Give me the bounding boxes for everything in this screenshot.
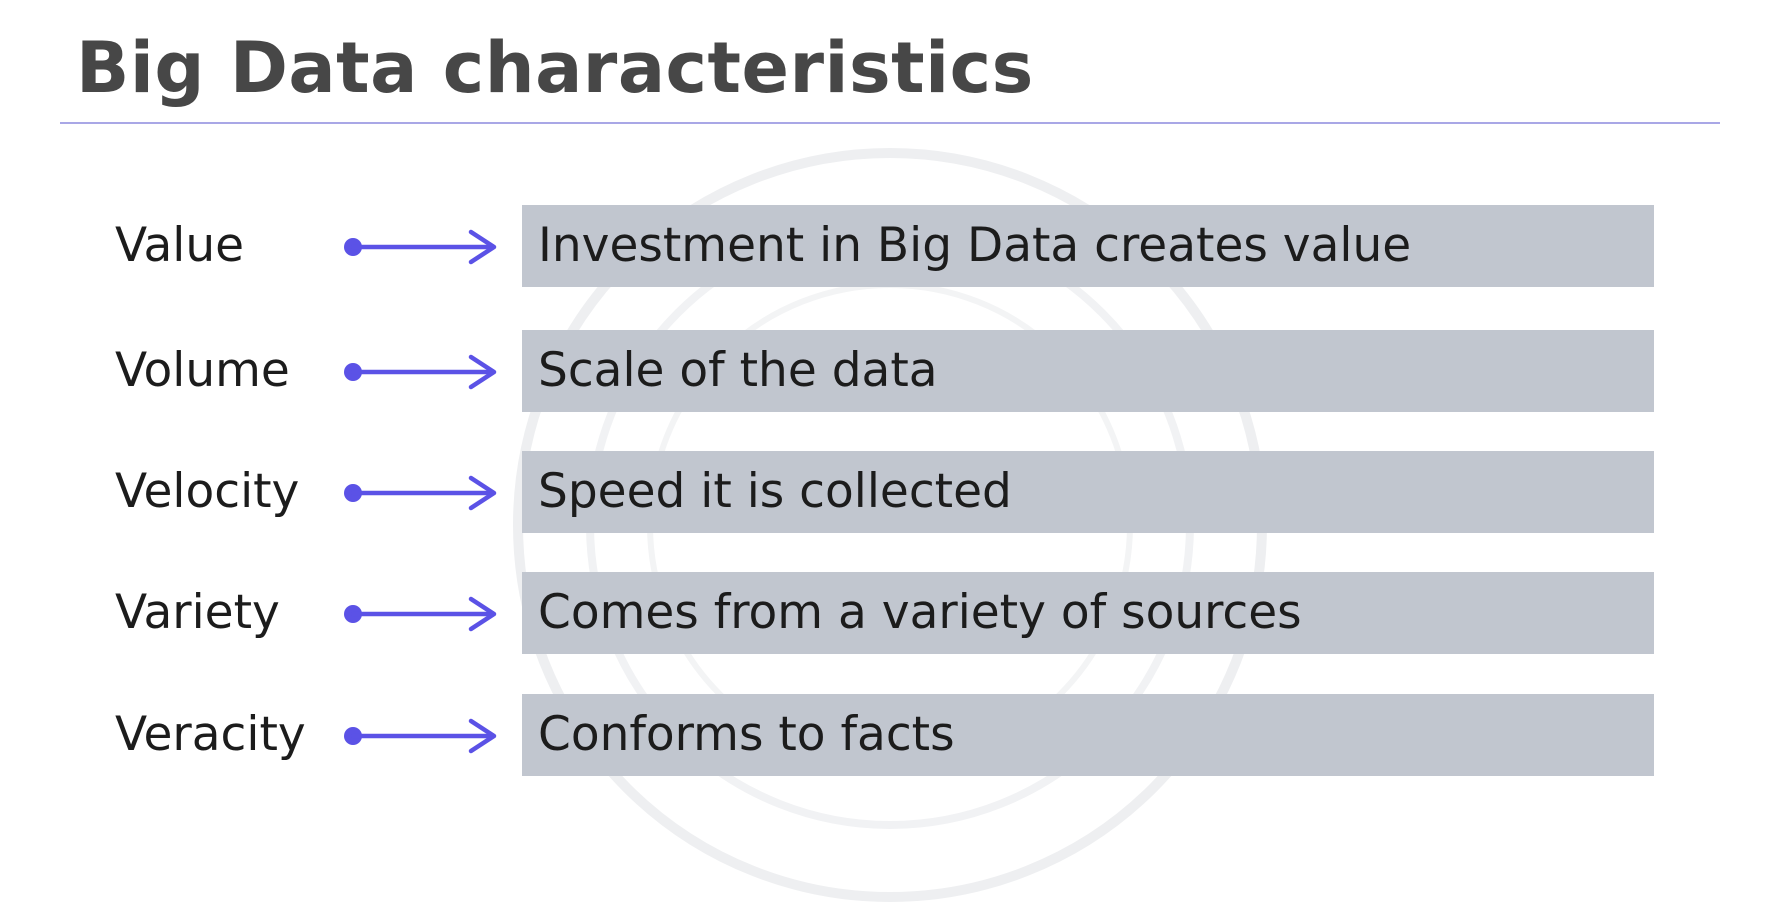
- term-label: Value: [115, 218, 245, 273]
- characteristic-row-volume: Volume Scale of the data: [0, 330, 1770, 412]
- description-text: Conforms to facts: [538, 707, 955, 762]
- page-title: Big Data characteristics: [76, 27, 1034, 109]
- description-text: Investment in Big Data creates value: [538, 218, 1412, 273]
- term-label: Veracity: [115, 707, 306, 762]
- characteristic-row-velocity: Velocity Speed it is collected: [0, 451, 1770, 533]
- description-box: Comes from a variety of sources: [522, 572, 1654, 654]
- term-label: Volume: [115, 343, 290, 398]
- description-box: Speed it is collected: [522, 451, 1654, 533]
- arrow-right-icon: [344, 596, 497, 632]
- arrow-right-icon: [344, 475, 497, 511]
- characteristic-row-value: Value Investment in Big Data creates val…: [0, 205, 1770, 287]
- characteristic-row-variety: Variety Comes from a variety of sources: [0, 572, 1770, 654]
- description-box: Investment in Big Data creates value: [522, 205, 1654, 287]
- arrow-right-icon: [344, 229, 497, 265]
- arrow-right-icon: [344, 354, 497, 390]
- description-box: Conforms to facts: [522, 694, 1654, 776]
- title-divider: [60, 122, 1720, 124]
- description-box: Scale of the data: [522, 330, 1654, 412]
- characteristic-row-veracity: Veracity Conforms to facts: [0, 694, 1770, 776]
- term-label: Variety: [115, 585, 280, 640]
- description-text: Speed it is collected: [538, 464, 1012, 519]
- description-text: Comes from a variety of sources: [538, 585, 1302, 640]
- description-text: Scale of the data: [538, 343, 938, 398]
- characteristics-list: Value Investment in Big Data creates val…: [0, 205, 1770, 776]
- arrow-right-icon: [344, 718, 497, 754]
- term-label: Velocity: [115, 464, 300, 519]
